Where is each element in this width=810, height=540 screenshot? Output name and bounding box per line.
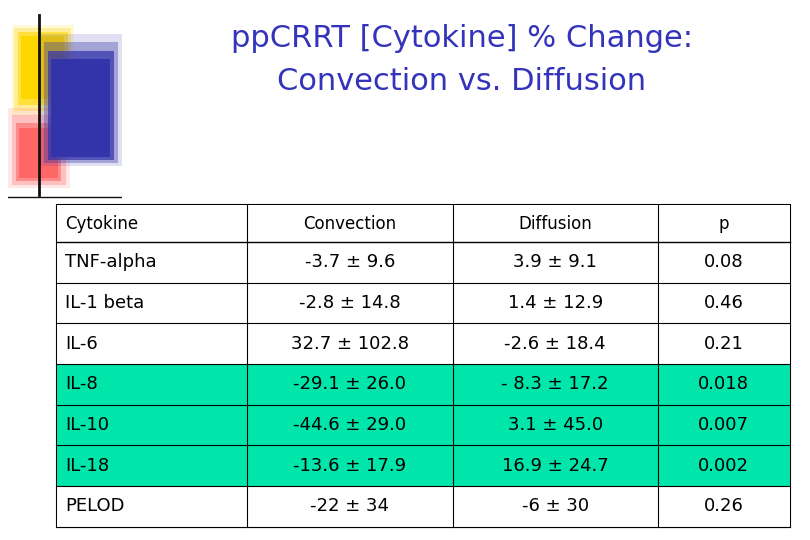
Text: -22 ± 34: -22 ± 34 <box>310 497 390 515</box>
Text: Convection: Convection <box>304 215 396 233</box>
FancyBboxPatch shape <box>21 37 64 99</box>
Text: Diffusion: Diffusion <box>518 215 592 233</box>
Text: 32.7 ± 102.8: 32.7 ± 102.8 <box>291 335 409 353</box>
Bar <box>57 364 790 404</box>
Text: Cytokine: Cytokine <box>66 215 139 233</box>
Text: -29.1 ± 26.0: -29.1 ± 26.0 <box>293 375 407 393</box>
Bar <box>57 283 790 323</box>
Text: - 8.3 ± 17.2: - 8.3 ± 17.2 <box>501 375 609 393</box>
FancyBboxPatch shape <box>7 108 70 188</box>
Text: 0.018: 0.018 <box>698 375 749 393</box>
Text: -3.7 ± 9.6: -3.7 ± 9.6 <box>305 253 395 272</box>
Bar <box>57 205 790 242</box>
Text: p: p <box>718 215 729 233</box>
FancyBboxPatch shape <box>51 59 110 157</box>
Text: 0.007: 0.007 <box>698 416 749 434</box>
FancyBboxPatch shape <box>15 28 71 111</box>
Text: IL-18: IL-18 <box>66 456 109 475</box>
Text: 0.21: 0.21 <box>704 335 744 353</box>
Bar <box>57 404 790 445</box>
Text: IL-1 beta: IL-1 beta <box>66 294 145 312</box>
Text: -2.8 ± 14.8: -2.8 ± 14.8 <box>299 294 401 312</box>
Text: TNF-alpha: TNF-alpha <box>66 253 157 272</box>
Text: -44.6 ± 29.0: -44.6 ± 29.0 <box>293 416 407 434</box>
Text: 3.1 ± 45.0: 3.1 ± 45.0 <box>508 416 603 434</box>
FancyBboxPatch shape <box>11 25 74 116</box>
Text: 0.26: 0.26 <box>704 497 744 515</box>
FancyBboxPatch shape <box>16 123 62 181</box>
Text: -2.6 ± 18.4: -2.6 ± 18.4 <box>505 335 606 353</box>
Text: 0.08: 0.08 <box>704 253 744 272</box>
FancyBboxPatch shape <box>48 51 113 159</box>
Text: -6 ± 30: -6 ± 30 <box>522 497 589 515</box>
Text: ppCRRT [Cytokine] % Change:: ppCRRT [Cytokine] % Change: <box>231 24 693 53</box>
Text: 3.9 ± 9.1: 3.9 ± 9.1 <box>514 253 597 272</box>
Text: 0.46: 0.46 <box>704 294 744 312</box>
Text: PELOD: PELOD <box>66 497 125 515</box>
Text: 1.4 ± 12.9: 1.4 ± 12.9 <box>508 294 603 312</box>
FancyBboxPatch shape <box>44 42 117 163</box>
Text: IL-6: IL-6 <box>66 335 98 353</box>
Text: 0.002: 0.002 <box>698 456 749 475</box>
FancyBboxPatch shape <box>18 32 68 105</box>
Bar <box>57 242 790 283</box>
FancyBboxPatch shape <box>11 115 66 185</box>
Text: IL-8: IL-8 <box>66 375 98 393</box>
Bar <box>57 486 790 526</box>
Bar <box>57 323 790 364</box>
Text: IL-10: IL-10 <box>66 416 109 434</box>
FancyBboxPatch shape <box>19 129 58 178</box>
Text: Convection vs. Diffusion: Convection vs. Diffusion <box>277 68 646 97</box>
Text: -13.6 ± 17.9: -13.6 ± 17.9 <box>293 456 407 475</box>
FancyBboxPatch shape <box>40 34 122 166</box>
Text: 16.9 ± 24.7: 16.9 ± 24.7 <box>502 456 608 475</box>
Bar <box>57 446 790 486</box>
